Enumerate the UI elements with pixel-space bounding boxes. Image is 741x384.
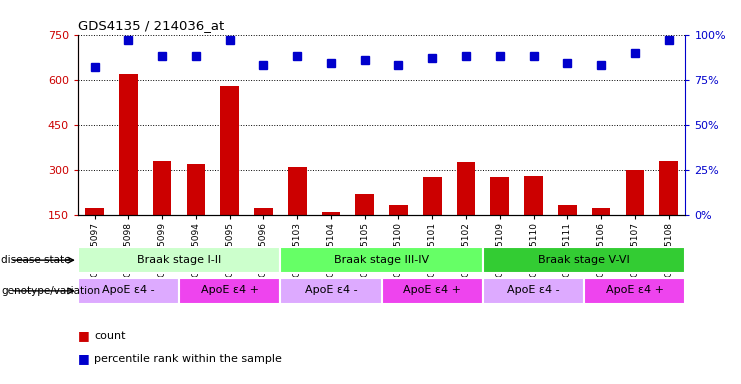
Text: ApoE ε4 -: ApoE ε4 - (102, 285, 155, 295)
Bar (592, 207, 611, 215)
Text: genotype/variation: genotype/variation (1, 286, 101, 296)
Text: ApoE ε4 +: ApoE ε4 + (403, 285, 461, 295)
Text: ApoE ε4 -: ApoE ε4 - (305, 285, 357, 295)
Text: percentile rank within the sample: percentile rank within the sample (94, 354, 282, 364)
Bar (483, 247, 685, 273)
Bar (389, 205, 408, 215)
Bar (356, 194, 374, 215)
Bar (322, 212, 340, 215)
Bar (280, 278, 382, 304)
Text: ■: ■ (78, 329, 90, 343)
Text: Braak stage I-II: Braak stage I-II (137, 255, 222, 265)
Bar (625, 170, 644, 215)
Bar (254, 207, 273, 215)
Text: ApoE ε4 -: ApoE ε4 - (507, 285, 560, 295)
Text: count: count (94, 331, 126, 341)
Bar (119, 74, 138, 215)
Bar (220, 86, 239, 215)
Bar (483, 278, 584, 304)
Bar (280, 247, 483, 273)
Text: Braak stage V-VI: Braak stage V-VI (538, 255, 630, 265)
Text: Braak stage III-IV: Braak stage III-IV (334, 255, 429, 265)
Bar (78, 278, 179, 304)
Bar (456, 162, 475, 215)
Bar (288, 167, 307, 215)
Bar (491, 177, 509, 215)
Bar (85, 207, 104, 215)
Bar (558, 205, 576, 215)
Text: ApoE ε4 +: ApoE ε4 + (201, 285, 259, 295)
Bar (153, 161, 171, 215)
Bar (584, 278, 685, 304)
Text: GDS4135 / 214036_at: GDS4135 / 214036_at (78, 19, 224, 32)
Text: ApoE ε4 +: ApoE ε4 + (606, 285, 664, 295)
Text: ■: ■ (78, 353, 90, 366)
Bar (659, 161, 678, 215)
Bar (382, 278, 483, 304)
Bar (179, 278, 280, 304)
Bar (423, 177, 442, 215)
Bar (78, 247, 280, 273)
Text: disease state: disease state (1, 255, 71, 265)
Bar (524, 176, 543, 215)
Bar (187, 164, 205, 215)
